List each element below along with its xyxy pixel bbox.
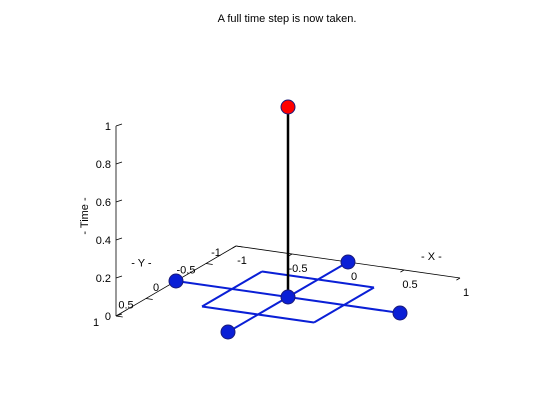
y-tick-label: 0.5 (118, 300, 133, 312)
x-axis-label: - X - (421, 251, 442, 263)
y-tick-mark (145, 298, 153, 300)
x-tick-label: 0.5 (402, 279, 417, 291)
y-tick-label: -0.5 (177, 265, 196, 277)
x-tick-mark (456, 277, 461, 281)
z-tick-label: 0 (105, 311, 111, 323)
z-tick-label: 1 (105, 121, 111, 133)
chart-title: A full time step is now taken. (218, 13, 357, 25)
z-tick-mark (115, 123, 123, 127)
z-tick-mark (115, 161, 123, 165)
x-tick-label: 0 (351, 271, 357, 283)
x-tick-label: 1 (463, 287, 469, 299)
time-point (280, 99, 296, 115)
y-tick-mark (205, 263, 213, 265)
grid-line (201, 305, 315, 324)
y-axis-label: - Y - (131, 257, 152, 269)
z-tick-mark (115, 313, 123, 317)
z-tick-label: 0.8 (96, 159, 111, 171)
z-tick-mark (115, 237, 123, 241)
y-tick-mark (115, 315, 123, 318)
y-tick-label: 1 (93, 317, 99, 329)
plot-points (168, 99, 408, 340)
base-point (392, 305, 408, 321)
z-tick-label: 0.6 (96, 197, 111, 209)
base-point (220, 324, 236, 340)
y-tick-label: 0 (153, 282, 159, 294)
base-point (340, 254, 356, 270)
base-point (280, 289, 296, 305)
x-tick-mark (400, 269, 405, 273)
base-point (168, 273, 184, 289)
x-tick-label: -1 (237, 255, 247, 267)
x-tick-label: -0.5 (289, 263, 308, 275)
x-tick-mark (232, 245, 237, 249)
y-tick-mark (235, 245, 243, 248)
z-tick-mark (115, 199, 123, 203)
y-tick-label: -1 (211, 247, 221, 259)
grid-line (261, 270, 375, 289)
ticks: -1-0.500.51-1-0.500.51 00.20.40.60.81 (93, 121, 469, 329)
grid-line (313, 286, 375, 324)
grid-line (201, 270, 263, 308)
z-tick-label: 0.2 (96, 273, 111, 285)
z-tick-label: 0.4 (96, 235, 111, 247)
z-tick-mark (115, 275, 123, 279)
z-axis-label: - Time - (79, 197, 91, 235)
